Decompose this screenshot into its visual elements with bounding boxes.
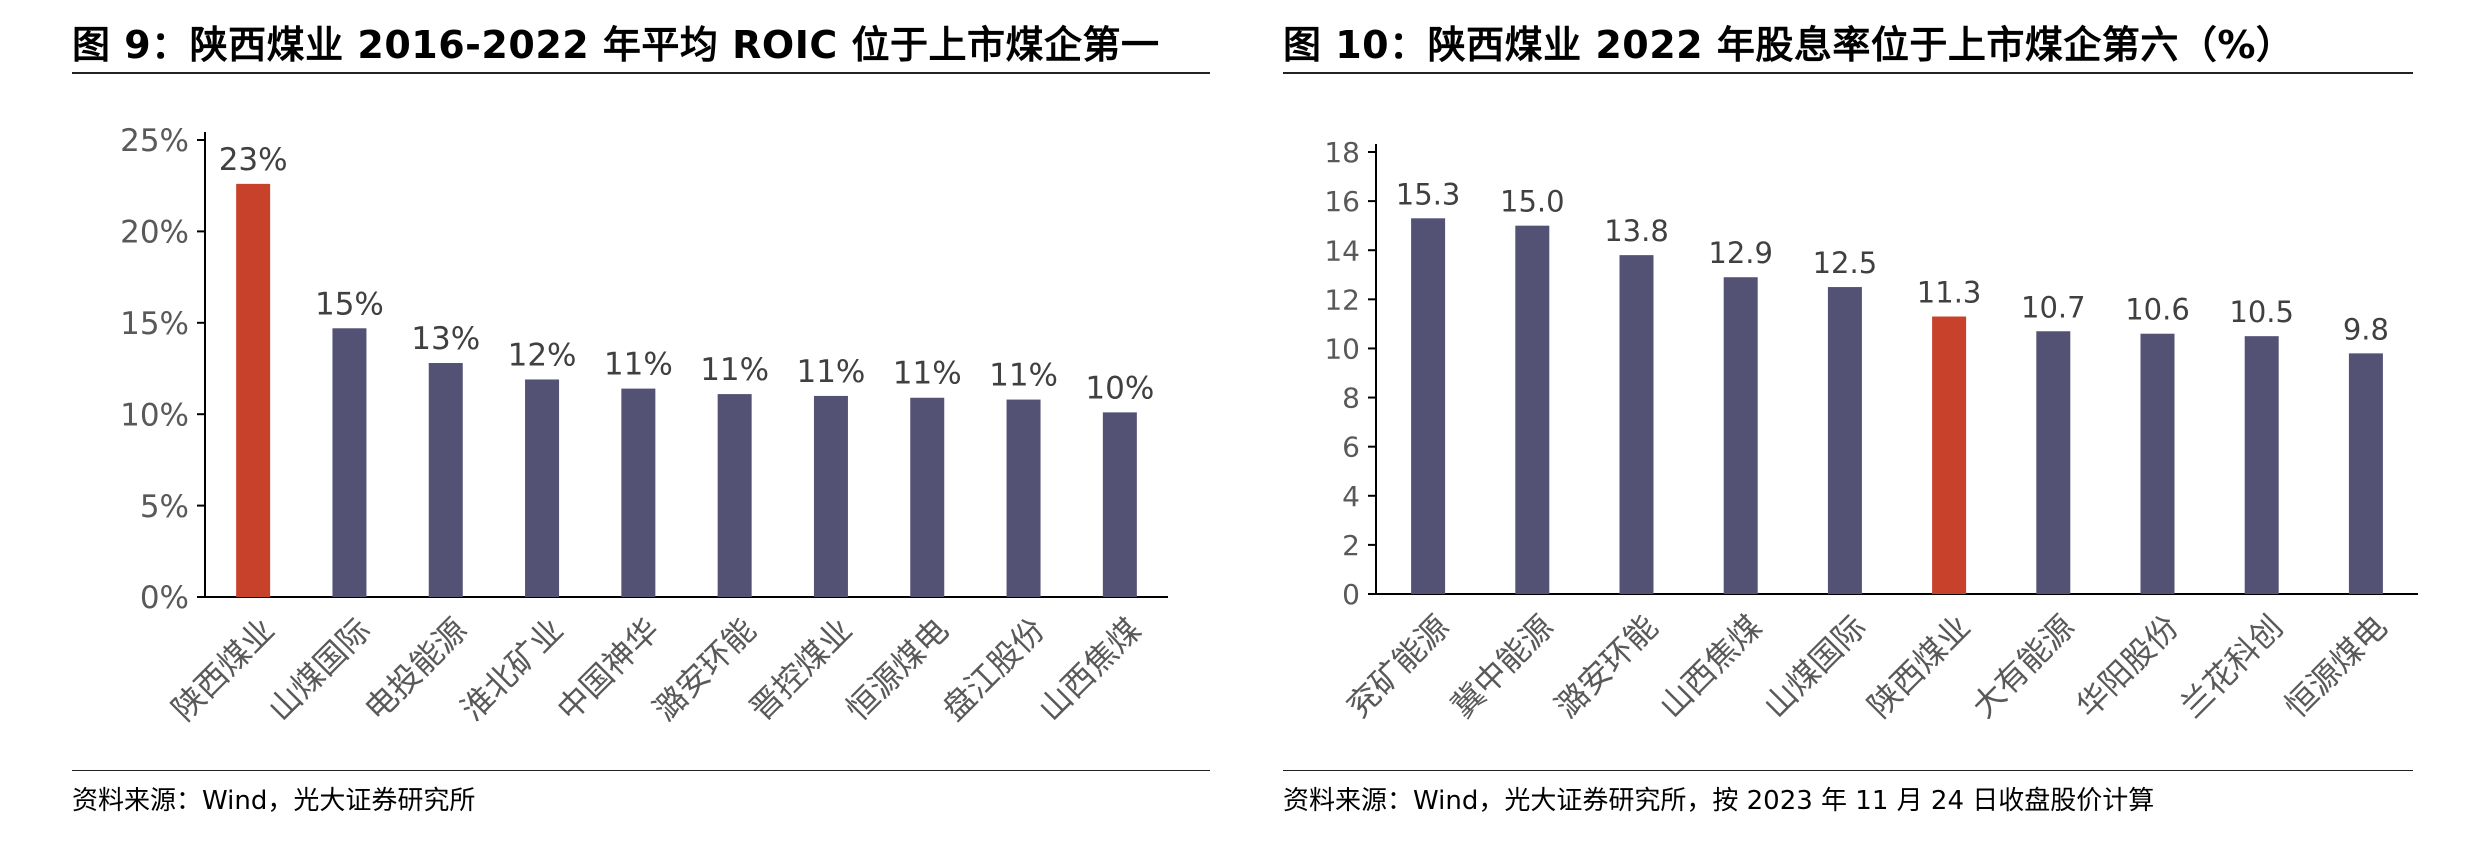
data-label: 11%	[604, 347, 673, 383]
category-label: 山西焦煤	[1652, 608, 1769, 725]
bar	[332, 328, 367, 597]
category-label: 冀中能源	[1444, 608, 1561, 725]
data-label: 10.5	[2229, 295, 2294, 329]
category-label: 兖矿能源	[1339, 608, 1456, 725]
data-label: 11%	[700, 352, 769, 388]
category-label: 中国神华	[550, 611, 667, 728]
y-tick-label: 10%	[120, 397, 189, 433]
y-tick-label: 20%	[120, 215, 189, 251]
category-label: 大有能源	[1965, 608, 2082, 725]
y-tick-label: 18	[1324, 136, 1360, 169]
bar	[1102, 412, 1137, 597]
data-label: 11%	[989, 358, 1058, 394]
bar	[525, 379, 560, 597]
bar	[1723, 277, 1758, 594]
data-label: 12%	[508, 337, 577, 373]
bar	[2244, 336, 2279, 594]
data-label: 10.6	[2125, 293, 2190, 327]
y-tick-label: 25%	[120, 123, 189, 159]
source-rule	[72, 770, 1210, 771]
data-label: 13%	[411, 321, 480, 357]
bar	[1515, 225, 1550, 594]
category-label: 电投能源	[357, 611, 474, 728]
category-label: 恒源煤电	[838, 611, 955, 728]
y-tick-label: 4	[1342, 480, 1360, 513]
data-label: 15.3	[1396, 177, 1461, 211]
y-tick-label: 10	[1324, 333, 1360, 366]
category-label: 陕西煤业	[1860, 608, 1977, 725]
title-rule	[1283, 72, 2413, 74]
title-rule	[72, 72, 1210, 74]
data-label: 10.7	[2021, 290, 2086, 324]
data-label: 12.5	[1813, 246, 1878, 280]
bar	[813, 395, 848, 597]
bar	[1827, 287, 1862, 594]
y-tick-label: 15%	[120, 306, 189, 342]
data-label: 9.8	[2343, 312, 2389, 346]
bar	[910, 397, 945, 597]
data-label: 15.0	[1500, 185, 1565, 219]
bar	[2140, 333, 2175, 594]
y-tick-label: 5%	[140, 489, 189, 525]
roic-bar-chart: 0% 5% 10% 15% 20% 25% 23% 陕西煤业 15% 山煤国际 13% 电投能源 12%…	[120, 123, 1168, 728]
bar	[2036, 331, 2071, 594]
dividend-yield-bar-chart: 0 2 4 6 8 10 12 14 16 18 15.3 兖矿能源 15.0 冀中能源 13.8 潞安环能 1…	[1324, 136, 2418, 725]
data-label: 13.8	[1604, 214, 1669, 248]
bar	[2348, 353, 2383, 594]
left-panel: 图 9：陕西煤业 2016-2022 年平均 ROIC 位于上市煤企第一 0% 5…	[0, 0, 1210, 848]
bar	[621, 388, 656, 597]
bar	[1932, 316, 1967, 594]
category-label: 山煤国际	[1756, 608, 1873, 725]
y-tick-label: 0	[1342, 578, 1360, 611]
category-label: 兰花科创	[2173, 608, 2290, 725]
data-label: 23%	[219, 142, 288, 178]
data-label: 11%	[796, 354, 865, 390]
y-tick-label: 12	[1324, 283, 1360, 316]
category-label: 淮北矿业	[453, 611, 570, 728]
category-label: 潞安环能	[646, 611, 763, 728]
data-label: 11.3	[1917, 276, 1982, 310]
category-label: 盘江股份	[935, 611, 1052, 728]
category-label: 恒源煤电	[2277, 608, 2394, 725]
category-label: 山煤国际	[261, 611, 378, 728]
y-tick-label: 6	[1342, 431, 1360, 464]
y-tick-label: 0%	[140, 580, 189, 616]
category-label: 晋控煤业	[742, 611, 859, 728]
category-label: 潞安环能	[1548, 608, 1665, 725]
chart-title: 图 10：陕西煤业 2022 年股息率位于上市煤企第六（%）	[1283, 23, 2295, 67]
bar	[428, 363, 463, 597]
bar	[717, 394, 752, 597]
source-note: 资料来源：Wind，光大证券研究所	[72, 786, 476, 816]
y-tick-label: 16	[1324, 185, 1360, 218]
bar	[1619, 255, 1654, 594]
data-label: 11%	[893, 356, 962, 392]
source-note: 资料来源：Wind，光大证券研究所，按 2023 年 11 月 24 日收盘股价…	[1283, 786, 2155, 816]
right-panel: 图 10：陕西煤业 2022 年股息率位于上市煤企第六（%） 0 2 4 6 8 10 12…	[1283, 0, 2486, 848]
bar	[1411, 218, 1446, 595]
category-label: 华阳股份	[2069, 608, 2186, 725]
source-rule	[1283, 770, 2413, 771]
bar	[236, 183, 271, 597]
bar	[1006, 399, 1041, 597]
data-label: 10%	[1085, 370, 1154, 406]
data-label: 12.9	[1708, 236, 1773, 270]
y-tick-label: 2	[1342, 529, 1360, 562]
category-label: 陕西煤业	[164, 611, 281, 728]
y-tick-label: 8	[1342, 382, 1360, 415]
category-label: 山西焦煤	[1031, 611, 1148, 728]
y-tick-label: 14	[1324, 234, 1360, 267]
data-label: 15%	[315, 286, 384, 322]
chart-title: 图 9：陕西煤业 2016-2022 年平均 ROIC 位于上市煤企第一	[72, 23, 1160, 67]
